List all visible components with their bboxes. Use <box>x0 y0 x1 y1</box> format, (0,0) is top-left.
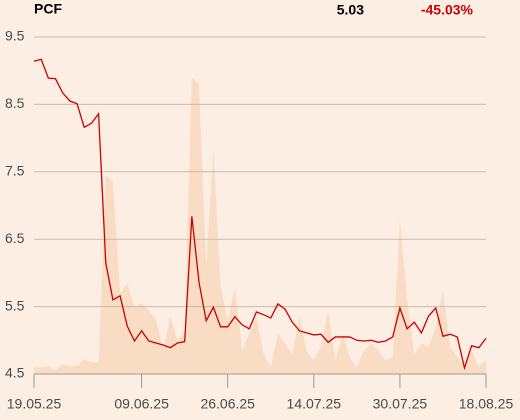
y-tick-label: 5.5 <box>5 297 25 313</box>
y-tick-label: 4.5 <box>5 365 25 381</box>
y-tick-label: 8.5 <box>5 95 25 111</box>
x-tick-label: 26.06.25 <box>200 396 255 412</box>
y-tick-label: 9.5 <box>5 28 25 44</box>
x-tick-label: 19.05.25 <box>7 396 62 412</box>
x-tick-label: 30.07.25 <box>373 396 428 412</box>
last-price: 5.03 <box>337 2 364 18</box>
chart-title: PCF <box>34 1 62 17</box>
x-tick-label: 14.07.25 <box>287 396 342 412</box>
volume-area <box>34 77 486 374</box>
price-line <box>33 58 487 371</box>
price-change: -45.03% <box>421 2 474 18</box>
y-tick-label: 6.5 <box>5 230 25 246</box>
x-tick-label: 09.06.25 <box>114 396 169 412</box>
x-tick-label: 18.08.25 <box>459 396 514 412</box>
y-tick-label: 7.5 <box>5 163 25 179</box>
